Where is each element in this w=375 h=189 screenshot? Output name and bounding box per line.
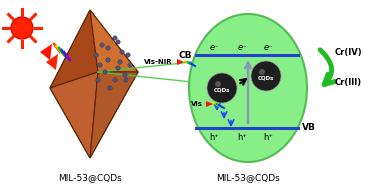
Text: MIL-53@CQDs: MIL-53@CQDs [216, 174, 280, 183]
Text: h⁺: h⁺ [237, 132, 247, 142]
Circle shape [98, 63, 102, 67]
Circle shape [100, 43, 104, 47]
Circle shape [113, 78, 117, 82]
Circle shape [259, 69, 265, 75]
Polygon shape [177, 59, 184, 65]
Circle shape [94, 53, 98, 57]
Circle shape [215, 81, 221, 87]
Circle shape [106, 46, 110, 50]
Text: Vis-NIR: Vis-NIR [144, 59, 173, 65]
Polygon shape [46, 54, 58, 70]
Text: CB: CB [178, 50, 192, 60]
Circle shape [106, 58, 110, 62]
Polygon shape [206, 101, 213, 107]
Text: e⁻: e⁻ [263, 43, 273, 51]
Circle shape [251, 61, 281, 91]
Circle shape [207, 73, 237, 103]
Circle shape [116, 40, 120, 44]
Circle shape [11, 17, 33, 39]
Circle shape [123, 73, 127, 77]
Circle shape [103, 70, 107, 74]
Text: Cr(IV): Cr(IV) [335, 47, 363, 57]
Polygon shape [90, 10, 138, 72]
Circle shape [108, 86, 112, 90]
Text: Vis: Vis [191, 101, 203, 107]
Circle shape [96, 78, 100, 82]
Text: e⁻: e⁻ [209, 43, 219, 51]
Circle shape [124, 78, 128, 82]
Text: VB: VB [302, 123, 316, 132]
Text: e⁻: e⁻ [237, 43, 247, 51]
Circle shape [116, 66, 120, 70]
Polygon shape [50, 72, 138, 158]
Text: CQDs: CQDs [258, 75, 274, 81]
Circle shape [120, 50, 124, 54]
Polygon shape [50, 10, 98, 88]
Text: h⁺: h⁺ [209, 132, 219, 142]
Polygon shape [50, 10, 138, 88]
Polygon shape [90, 72, 138, 158]
Text: Cr(III): Cr(III) [335, 77, 362, 87]
Circle shape [118, 60, 122, 64]
Circle shape [128, 63, 132, 67]
Text: CQDs: CQDs [214, 88, 230, 92]
Polygon shape [50, 72, 98, 158]
Circle shape [126, 53, 130, 57]
Polygon shape [40, 44, 52, 60]
Text: MIL-53@CQDs: MIL-53@CQDs [58, 174, 122, 183]
FancyArrowPatch shape [320, 50, 335, 84]
Circle shape [113, 36, 117, 40]
Ellipse shape [189, 14, 307, 162]
Text: h⁺: h⁺ [263, 132, 273, 142]
